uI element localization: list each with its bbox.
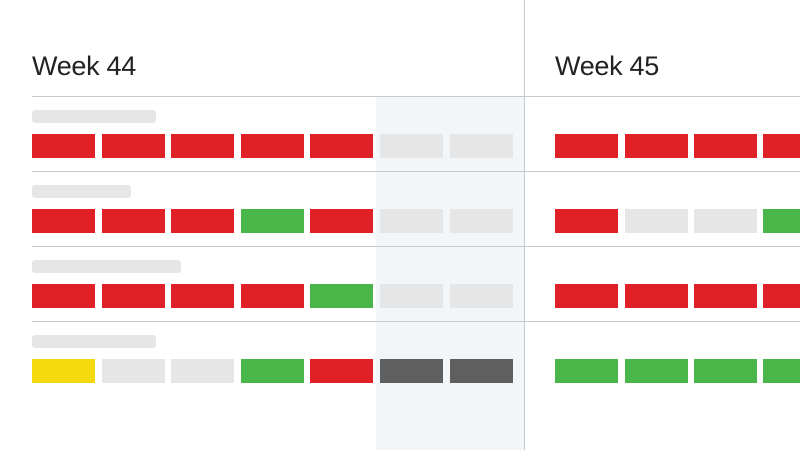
day-status-cell[interactable]	[310, 209, 373, 233]
day-status-cell[interactable]	[450, 359, 513, 383]
day-status-cell[interactable]	[625, 359, 688, 383]
schedule-row	[32, 247, 800, 319]
day-status-cell[interactable]	[763, 209, 800, 233]
day-status-cell[interactable]	[32, 284, 95, 308]
row-cells	[32, 359, 800, 383]
day-status-cell[interactable]	[450, 209, 513, 233]
day-status-cell[interactable]	[625, 134, 688, 158]
day-status-cell[interactable]	[694, 284, 757, 308]
day-status-cell[interactable]	[32, 359, 95, 383]
day-status-cell[interactable]	[380, 359, 443, 383]
day-status-cell[interactable]	[763, 359, 800, 383]
day-status-cell[interactable]	[102, 359, 165, 383]
schedule-row	[32, 172, 800, 244]
row-label-placeholder	[32, 335, 156, 348]
week-divider	[524, 0, 525, 450]
day-status-cell[interactable]	[555, 359, 618, 383]
row-cells	[32, 284, 800, 308]
day-status-cell[interactable]	[625, 284, 688, 308]
row-label-placeholder	[32, 110, 156, 123]
day-status-cell[interactable]	[32, 209, 95, 233]
day-status-cell[interactable]	[241, 209, 304, 233]
day-status-cell[interactable]	[102, 209, 165, 233]
day-status-cell[interactable]	[450, 284, 513, 308]
week-45-title: Week 45	[555, 51, 659, 81]
schedule-row	[32, 97, 800, 169]
day-status-cell[interactable]	[555, 134, 618, 158]
row-label-placeholder	[32, 260, 181, 273]
row-divider	[32, 321, 800, 322]
day-status-cell[interactable]	[310, 284, 373, 308]
day-status-cell[interactable]	[102, 284, 165, 308]
row-cells	[32, 134, 800, 158]
day-status-cell[interactable]	[380, 284, 443, 308]
day-status-cell[interactable]	[310, 134, 373, 158]
day-status-cell[interactable]	[241, 284, 304, 308]
day-status-cell[interactable]	[241, 134, 304, 158]
day-status-cell[interactable]	[694, 209, 757, 233]
day-status-cell[interactable]	[102, 134, 165, 158]
day-status-cell[interactable]	[32, 134, 95, 158]
day-status-cell[interactable]	[694, 359, 757, 383]
day-status-cell[interactable]	[450, 134, 513, 158]
day-status-cell[interactable]	[555, 209, 618, 233]
day-status-cell[interactable]	[694, 134, 757, 158]
row-divider	[32, 171, 800, 172]
header-divider-week-44	[32, 96, 524, 97]
day-status-cell[interactable]	[763, 284, 800, 308]
day-status-cell[interactable]	[625, 209, 688, 233]
week-44-title: Week 44	[32, 51, 136, 81]
day-status-cell[interactable]	[310, 359, 373, 383]
day-status-cell[interactable]	[380, 209, 443, 233]
day-status-cell[interactable]	[555, 284, 618, 308]
day-status-cell[interactable]	[171, 359, 234, 383]
schedule-row	[32, 322, 800, 394]
row-cells	[32, 209, 800, 233]
day-status-cell[interactable]	[380, 134, 443, 158]
row-label-placeholder	[32, 185, 131, 198]
day-status-cell[interactable]	[171, 284, 234, 308]
row-divider	[32, 246, 800, 247]
day-status-cell[interactable]	[171, 134, 234, 158]
day-status-cell[interactable]	[171, 209, 234, 233]
header-divider-week-45	[524, 96, 800, 97]
day-status-cell[interactable]	[241, 359, 304, 383]
day-status-cell[interactable]	[763, 134, 800, 158]
